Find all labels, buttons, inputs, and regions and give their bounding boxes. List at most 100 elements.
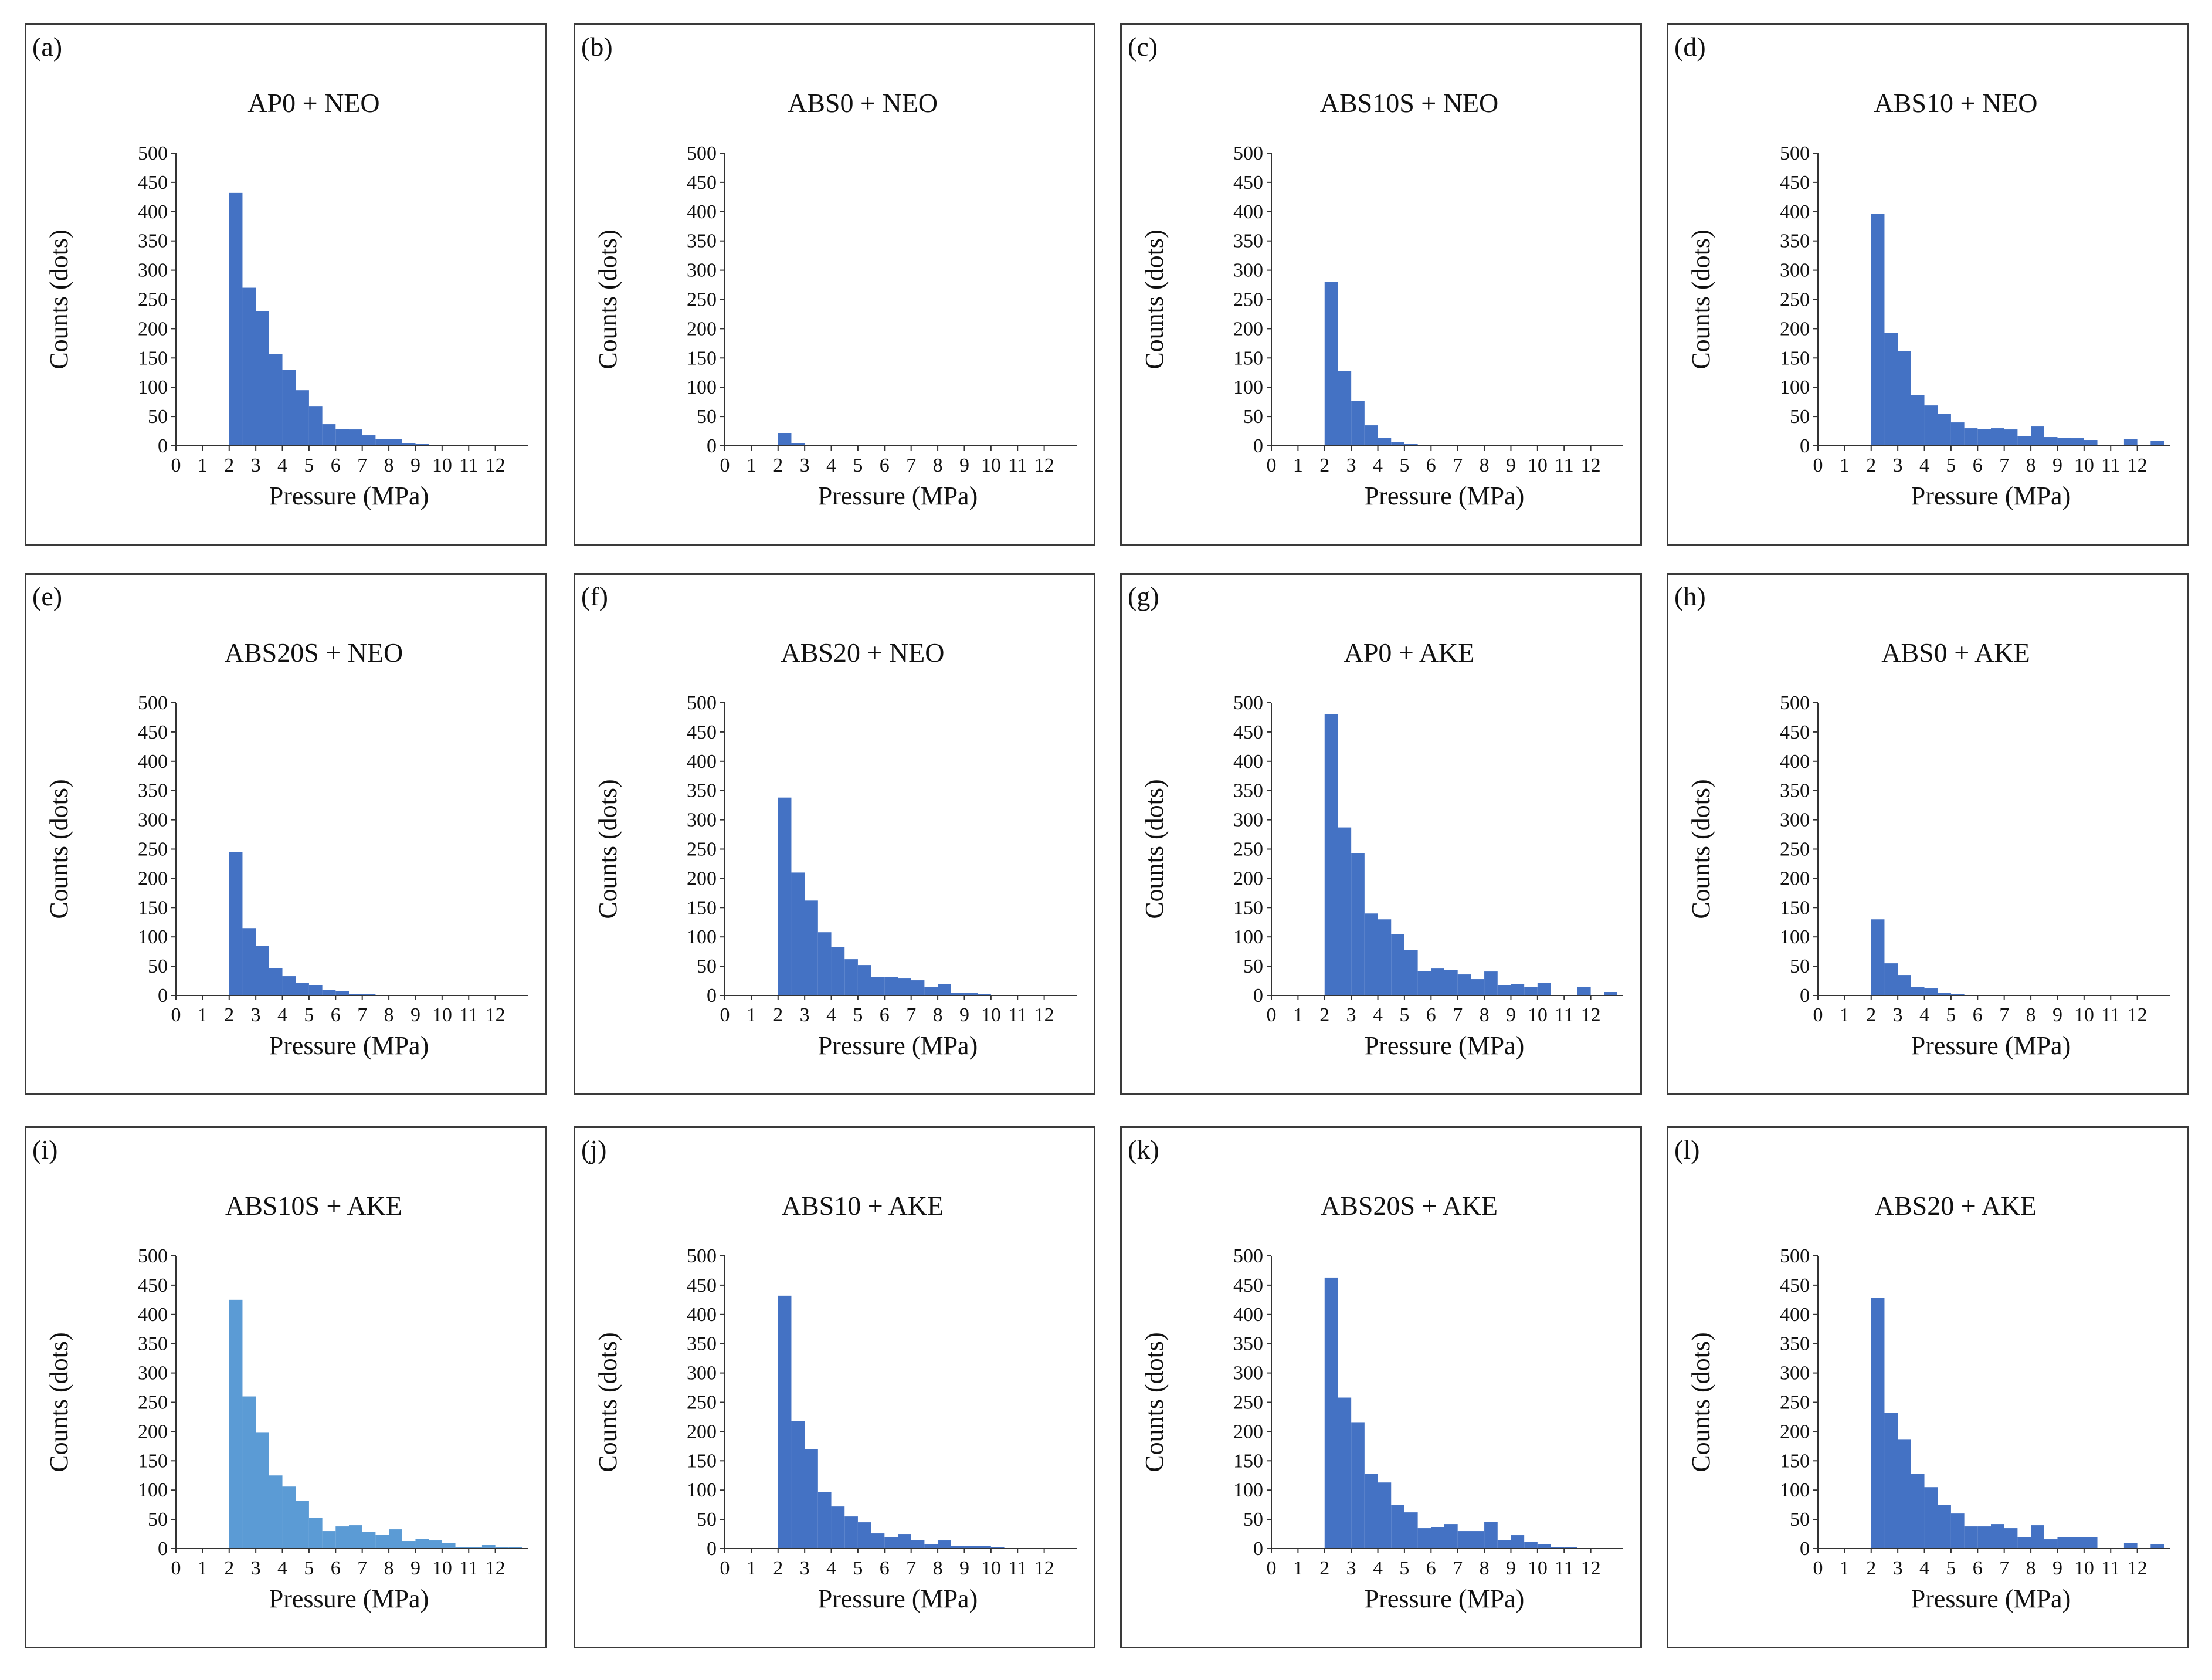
- histogram-bar: [1938, 993, 1951, 995]
- histogram-bar: [1884, 1413, 1898, 1549]
- x-axis-label: Pressure (MPa): [269, 1584, 429, 1613]
- y-tick-label: 0: [1800, 985, 1810, 1007]
- y-tick-label: 200: [138, 318, 168, 340]
- y-tick-label: 300: [687, 809, 717, 831]
- x-tick-label: 9: [2052, 1557, 2062, 1579]
- histogram-bar: [1884, 963, 1898, 995]
- x-tick-label: 8: [384, 1557, 394, 1579]
- y-axis-label: Counts (dots): [593, 779, 622, 919]
- x-tick-label: 3: [800, 1557, 810, 1579]
- histogram-bar: [308, 985, 323, 995]
- histogram-bar: [1964, 1526, 1978, 1549]
- histogram-bar: [857, 1522, 871, 1549]
- histogram-bar: [1378, 1482, 1392, 1549]
- y-tick-label: 50: [1243, 406, 1263, 428]
- histogram-bar: [481, 1545, 496, 1549]
- histogram-bar: [229, 852, 243, 995]
- histogram-bar: [1511, 1535, 1525, 1549]
- x-tick-label: 1: [747, 455, 756, 476]
- x-tick-label: 8: [2026, 1004, 2036, 1026]
- y-tick-label: 500: [1233, 1245, 1263, 1267]
- y-tick-label: 150: [1780, 897, 1810, 919]
- x-axis-label: Pressure (MPa): [818, 482, 978, 510]
- y-tick-label: 300: [1233, 260, 1263, 282]
- x-tick-label: 0: [171, 1557, 181, 1579]
- histogram-bar: [964, 1546, 978, 1549]
- x-tick-label: 5: [304, 455, 314, 476]
- x-tick-label: 1: [1293, 1557, 1303, 1579]
- y-tick-label: 0: [707, 1538, 717, 1560]
- y-tick-label: 400: [1780, 751, 1810, 773]
- x-tick-label: 11: [459, 1557, 479, 1579]
- x-tick-label: 1: [1840, 1004, 1850, 1026]
- histogram-bar: [1324, 282, 1338, 446]
- x-tick-label: 2: [224, 1004, 234, 1026]
- x-tick-label: 4: [277, 1004, 287, 1026]
- chart-panel: (j) ABS10 + AKE 0 50 100 150 200 250 300 350 400 45…: [574, 1126, 1095, 1648]
- y-tick-label: 150: [138, 1450, 168, 1472]
- histogram-bar: [429, 1540, 442, 1549]
- y-tick-label: 150: [687, 1450, 717, 1472]
- x-tick-label: 8: [1480, 1557, 1490, 1579]
- x-axis-label: Pressure (MPa): [269, 1031, 429, 1060]
- histogram-bar: [2071, 1537, 2084, 1549]
- x-tick-label: 5: [304, 1557, 314, 1579]
- histogram-bar: [1351, 853, 1365, 995]
- x-tick-label: 11: [1555, 455, 1574, 476]
- histogram-bar: [296, 983, 309, 995]
- x-tick-label: 9: [2052, 455, 2062, 476]
- y-tick-label: 350: [1233, 780, 1263, 802]
- histogram-bar: [1364, 913, 1378, 995]
- y-tick-label: 50: [148, 406, 168, 428]
- histogram-bar: [1898, 1439, 1911, 1549]
- histogram-bar: [805, 1449, 818, 1549]
- x-tick-label: 2: [224, 1557, 234, 1579]
- chart-panel: (k) ABS20S + AKE 0 50 100 150 200 250 300 350 400 4…: [1120, 1126, 1642, 1648]
- y-tick-label: 350: [687, 1333, 717, 1355]
- y-tick-label: 150: [1233, 897, 1263, 919]
- x-tick-label: 9: [410, 1557, 420, 1579]
- histogram-bar: [1924, 988, 1938, 995]
- x-tick-label: 10: [1528, 1004, 1548, 1026]
- histogram-bar: [831, 1506, 845, 1549]
- y-tick-label: 0: [158, 1538, 168, 1560]
- histogram-bar: [1977, 429, 1991, 446]
- histogram-bar: [1351, 1422, 1365, 1549]
- x-tick-label: 4: [277, 455, 287, 476]
- histogram-bar: [1938, 1505, 1951, 1549]
- y-tick-label: 0: [1253, 435, 1263, 457]
- y-tick-label: 250: [138, 1392, 168, 1414]
- x-tick-label: 6: [1426, 455, 1436, 476]
- y-tick-label: 500: [1780, 692, 1810, 714]
- y-tick-label: 400: [1780, 201, 1810, 223]
- x-tick-label: 7: [357, 1004, 367, 1026]
- x-tick-label: 0: [1813, 455, 1823, 476]
- y-tick-label: 100: [138, 377, 168, 398]
- y-tick-label: 150: [138, 897, 168, 919]
- chart-title: ABS10S + AKE: [225, 1191, 402, 1221]
- x-tick-label: 12: [1581, 455, 1601, 476]
- chart-title: ABS20S + AKE: [1321, 1191, 1498, 1221]
- x-tick-label: 4: [1373, 1004, 1383, 1026]
- x-tick-label: 1: [198, 455, 208, 476]
- histogram-bar: [1911, 987, 1925, 995]
- histogram-bar: [2084, 1537, 2098, 1549]
- y-tick-label: 350: [138, 780, 168, 802]
- panel-label: (g): [1128, 581, 1159, 611]
- y-tick-label: 100: [138, 1479, 168, 1501]
- x-tick-label: 5: [853, 1004, 863, 1026]
- y-tick-label: 450: [687, 1275, 717, 1296]
- histogram-bar: [805, 900, 818, 995]
- x-tick-label: 0: [1267, 1004, 1277, 1026]
- chart-title: ABS20S + NEO: [225, 638, 403, 668]
- x-tick-label: 8: [2026, 1557, 2036, 1579]
- y-tick-label: 250: [687, 839, 717, 861]
- histogram-bar: [415, 1539, 429, 1549]
- histogram-bar: [844, 959, 858, 995]
- x-tick-label: 12: [486, 455, 505, 476]
- histogram-bar: [362, 435, 376, 446]
- histogram-bar: [2044, 1539, 2058, 1549]
- x-tick-label: 1: [1840, 1557, 1850, 1579]
- y-tick-label: 500: [687, 1245, 717, 1267]
- y-tick-label: 450: [1233, 1275, 1263, 1296]
